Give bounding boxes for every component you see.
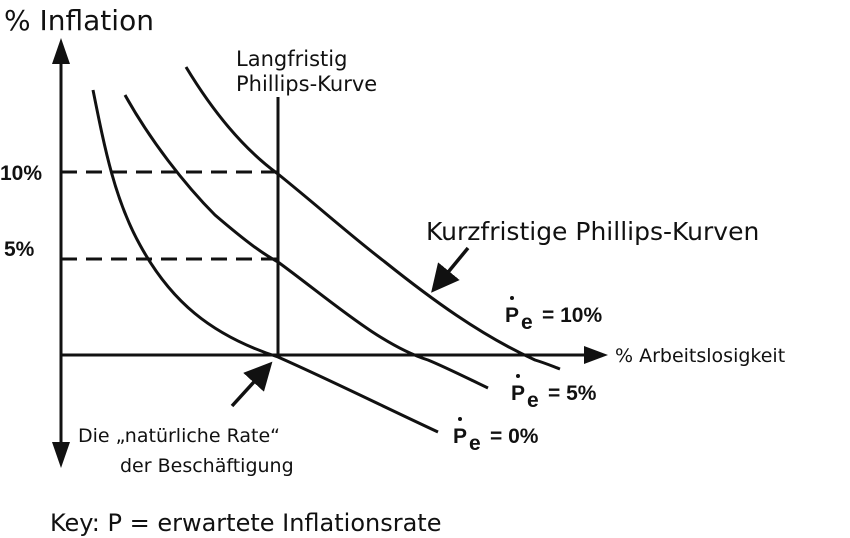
short-run-label: Kurzfristige Phillips-Kurven bbox=[426, 217, 759, 246]
y-tick-10pct: 10% bbox=[0, 162, 42, 185]
pe-10-dot bbox=[510, 296, 514, 300]
expectation-label-5pct: P e = 5% bbox=[511, 374, 597, 412]
x-axis-arrow bbox=[584, 346, 608, 364]
short-run-curve-pe-10 bbox=[184, 66, 561, 371]
pe-10-symbol: P bbox=[505, 304, 519, 327]
pe-0-symbol: P bbox=[453, 425, 467, 448]
pe-10-subscript: e bbox=[521, 311, 533, 334]
expectation-label-0pct: P e = 0% bbox=[453, 417, 539, 455]
pe-5-dot bbox=[516, 374, 520, 378]
long-run-label-line1: Langfristig bbox=[236, 47, 347, 71]
y-axis-arrow-down bbox=[52, 442, 70, 468]
natural-rate-label-line2: der Beschäftigung bbox=[120, 455, 294, 477]
pe-5-value: = 5% bbox=[548, 382, 597, 405]
natural-rate-label-line1: Die „natürliche Rate“ bbox=[78, 425, 280, 447]
natural-rate-arrow bbox=[230, 361, 273, 408]
pe-0-subscript: e bbox=[469, 432, 481, 455]
short-run-curve-pe-5 bbox=[123, 94, 489, 390]
y-axis-arrow-up bbox=[52, 38, 70, 64]
pe-0-value: = 0% bbox=[490, 425, 539, 448]
short-run-curve-pe-0 bbox=[91, 89, 439, 434]
pe-5-subscript: e bbox=[527, 389, 539, 412]
pe-10-value: = 10% bbox=[542, 304, 602, 327]
y-tick-5pct: 5% bbox=[4, 238, 35, 261]
pe-0-dot bbox=[458, 417, 462, 421]
expectation-label-10pct: P e = 10% bbox=[505, 296, 602, 334]
long-run-label-line2: Phillips-Kurve bbox=[236, 72, 377, 96]
x-axis-title: % Arbeitslosigkeit bbox=[615, 345, 785, 367]
y-axis-title: % Inflation bbox=[4, 4, 154, 37]
pe-5-symbol: P bbox=[511, 382, 525, 405]
short-run-label-arrow bbox=[431, 246, 470, 293]
key-legend: Key: P = erwartete Inflationsrate bbox=[50, 509, 441, 537]
